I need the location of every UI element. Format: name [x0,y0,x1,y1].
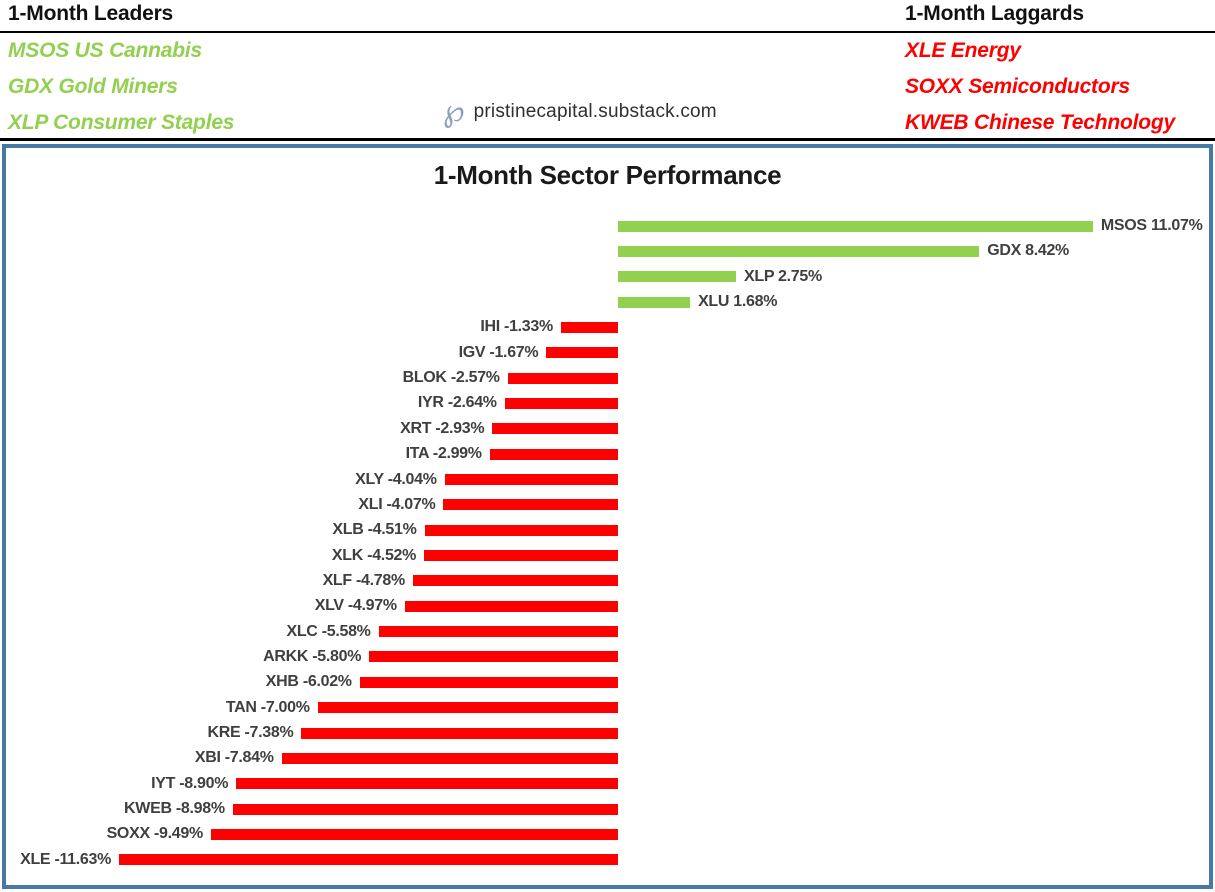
bar-label-xlu: XLU 1.68% [698,293,778,311]
bar-xlf [412,575,618,587]
bar-label-iyr: IYR -2.64% [417,394,497,412]
leader-item-msos: MSOS US Cannabis [8,39,203,62]
leaders-title: 1-Month Leaders [8,2,174,25]
bar-kre [301,727,618,739]
script-p-logo-icon: ℘ [443,93,465,129]
bar-label-igv: IGV -1.67% [458,343,539,361]
plot-area: MSOS 11.07% GDX 8.42% XLP 2.75% XLU 1.68% IH… [6,213,1209,875]
bar-blok [507,372,618,384]
bar-label-xlv: XLV -4.97% [314,597,397,615]
bar-label-xli: XLI -4.07% [358,495,436,513]
header-divider-top [0,31,1215,33]
bar-iyr [504,397,618,409]
bar-label-tan: TAN -7.00% [225,698,310,716]
leader-item-gdx: GDX Gold Miners [8,75,178,98]
bar-label-soxx: SOXX -9.49% [106,825,204,843]
bar-label-kweb: KWEB -8.98% [124,800,225,818]
bar-arkk [369,651,618,663]
chart-box: 1-Month Sector Performance MSOS 11.07% GD… [2,144,1213,889]
bar-label-gdx: GDX 8.42% [987,242,1069,260]
bar-label-msos: MSOS 11.07% [1100,217,1203,234]
bar-xli [443,499,618,511]
bar-label-xlf: XLF -4.78% [322,571,406,589]
bar-label-ihi: IHI -1.33% [480,318,553,336]
bar-xlc [378,626,618,638]
bar-label-ita: ITA -2.99% [405,445,482,463]
bar-soxx [210,828,618,840]
bar-label-kre: KRE -7.38% [207,724,294,741]
bar-label-arkk: ARKK -5.80% [263,647,362,665]
bar-label-xbi: XBI -7.84% [194,749,274,767]
bar-label-xlp: XLP 2.75% [743,267,822,285]
bar-label-xrt: XRT -2.93% [400,419,485,437]
bar-label-xly: XLY -4.04% [355,470,437,488]
bar-xle [119,854,618,866]
laggard-item-xle: XLE Energy [905,39,1021,62]
bar-xly [444,474,618,485]
bar-xlb [424,524,618,536]
bar-kweb [232,803,618,815]
bar-msos [618,220,1093,232]
bar-xlk [424,550,618,562]
bar-label-xlk: XLK -4.52% [331,546,417,564]
bar-xlu [618,296,691,308]
brand-url-text: pristinecapital.substack.com [473,100,717,122]
bar-label-xlb: XLB -4.51% [332,521,417,539]
bar-label-xhb: XHB -6.02% [265,673,352,691]
bar-ihi [560,321,618,333]
bar-ita [489,448,618,460]
brand: ℘ pristinecapital.substack.com [443,96,717,127]
bar-label-xle: XLE -11.63% [20,850,112,868]
laggards-title: 1-Month Laggards [905,2,1084,25]
laggard-item-soxx: SOXX Semiconductors [905,75,1130,98]
bar-iyt [236,778,618,790]
bar-igv [546,347,618,359]
bar-gdx [618,245,980,257]
leader-item-xlp: XLP Consumer Staples [8,111,235,134]
bar-label-blok: BLOK -2.57% [402,369,500,387]
bar-label-xlc: XLC -5.58% [286,622,371,640]
bar-tan [317,702,618,714]
header-divider-bottom [0,138,1215,141]
bar-xrt [492,423,618,435]
bar-label-iyt: IYT -8.90% [151,774,229,792]
chart-title: 1-Month Sector Performance [433,160,782,190]
bar-xhb [359,676,618,688]
bar-xlp [618,271,736,283]
bar-xlv [404,600,618,612]
bar-xbi [281,752,618,764]
laggard-item-kweb: KWEB Chinese Technology [905,111,1175,134]
